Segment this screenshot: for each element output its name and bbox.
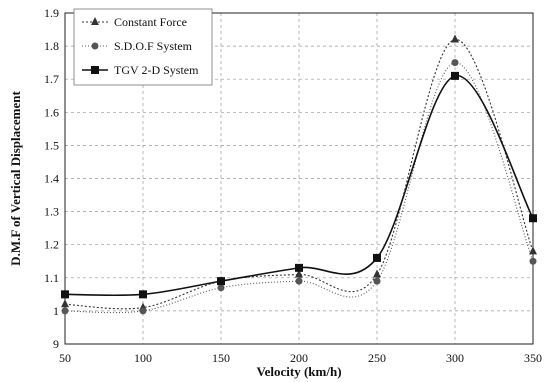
- data-point-circle: [451, 59, 459, 67]
- x-tick-label: 250: [368, 351, 386, 365]
- legend-marker-circle: [91, 42, 99, 50]
- legend: Constant Force S.D.O.F System TGV 2-D Syst…: [73, 8, 213, 86]
- data-point-triangle: [373, 269, 381, 278]
- legend-label: TGV 2-D System: [114, 63, 199, 77]
- legend-marker-square: [91, 66, 99, 74]
- legend-label: S.D.O.F System: [114, 39, 193, 53]
- series-markers: [61, 34, 537, 315]
- data-point-circle: [529, 257, 537, 265]
- data-point-square: [529, 214, 537, 223]
- y-tick-label: 9: [53, 337, 59, 351]
- legend-label: Constant Force: [114, 15, 187, 29]
- x-tick-label: 300: [446, 351, 464, 365]
- data-point-square: [217, 277, 225, 286]
- y-tick-label: 1.2: [44, 238, 59, 252]
- data-point-circle: [61, 307, 69, 315]
- x-tick-label: 100: [134, 351, 152, 365]
- x-tick-label: 350: [524, 351, 542, 365]
- data-point-square: [451, 71, 459, 80]
- data-point-triangle: [451, 34, 459, 43]
- y-axis-label: D.M.F of Vertical Displacement: [8, 91, 23, 266]
- data-point-square: [61, 290, 69, 299]
- data-point-circle: [139, 307, 147, 315]
- data-point-square: [373, 253, 381, 262]
- y-tick-label: 1.6: [44, 105, 59, 119]
- y-tick-label: 1.4: [44, 172, 59, 186]
- x-tick-label: 150: [212, 351, 230, 365]
- tick-labels: 50 100 150 200 250 300 350 9 1 1.1 1.2 1.3 1.4 1.5 1.6…: [44, 6, 542, 365]
- x-tick-label: 200: [290, 351, 308, 365]
- series-line-1: [64, 38, 534, 310]
- data-point-triangle: [529, 246, 537, 255]
- y-tick-label: 1.7: [44, 72, 59, 86]
- x-tick-label: 50: [59, 351, 71, 365]
- series-line-3: [64, 75, 534, 297]
- data-point-square: [295, 263, 303, 272]
- series-lines: [64, 38, 534, 314]
- x-axis-label: Velocity (km/h): [256, 364, 341, 379]
- y-tick-label: 1.8: [44, 39, 59, 53]
- data-point-circle: [295, 277, 303, 285]
- legend-marker-triangle: [91, 17, 99, 25]
- data-point-square: [139, 290, 147, 299]
- data-point-triangle: [295, 269, 303, 278]
- data-point-circle: [373, 277, 381, 285]
- data-point-triangle: [61, 299, 69, 308]
- y-tick-label: 1.3: [44, 205, 59, 219]
- y-tick-label: 1.5: [44, 138, 59, 152]
- y-tick-label: 1.1: [44, 271, 59, 285]
- y-tick-label: 1.9: [44, 6, 59, 20]
- data-point-circle: [217, 284, 225, 292]
- plot-area: [64, 12, 534, 345]
- y-tick-label: 1: [53, 304, 59, 318]
